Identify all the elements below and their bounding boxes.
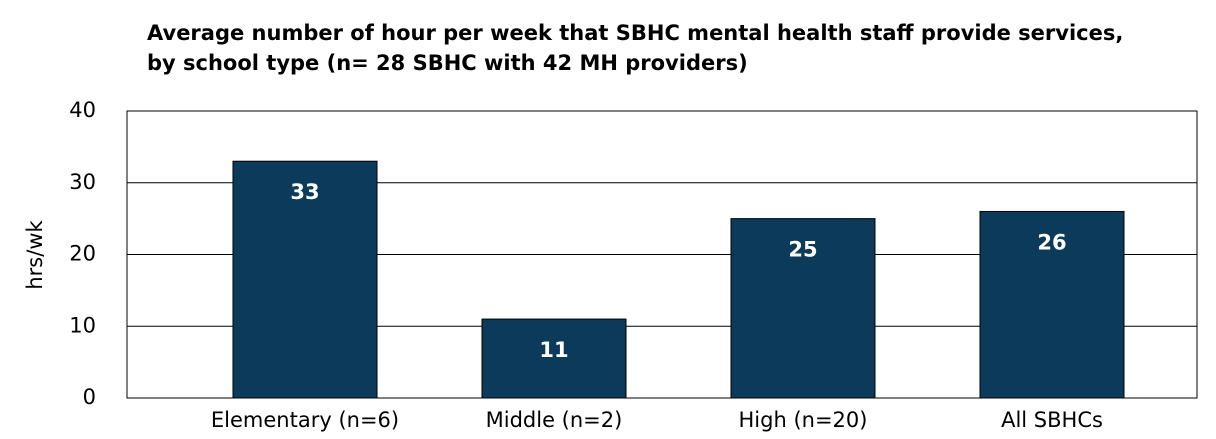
bar <box>232 160 378 399</box>
value-label: 25 <box>788 238 817 262</box>
y-tick-label: 0 <box>83 385 96 409</box>
value-label: 11 <box>539 338 568 362</box>
bar <box>730 218 876 399</box>
x-tick-label: Middle (n=2) <box>486 408 623 432</box>
chart-title: by school type (n= 28 SBHC with 42 MH pr… <box>147 51 748 75</box>
y-tick-label: 30 <box>69 170 96 194</box>
y-tick-label: 20 <box>69 242 96 266</box>
y-tick-label: 10 <box>69 313 96 337</box>
value-label: 33 <box>290 180 319 204</box>
x-tick-label: High (n=20) <box>739 408 868 432</box>
y-axis-label: hrs/wk <box>23 220 47 290</box>
x-tick-label: All SBHCs <box>1001 408 1103 432</box>
x-tick-label: Elementary (n=6) <box>211 408 399 432</box>
value-label: 26 <box>1037 230 1066 254</box>
y-tick-label: 40 <box>69 98 96 122</box>
bar <box>979 210 1125 399</box>
bar <box>481 318 627 399</box>
chart-title: Average number of hour per week that SBH… <box>147 21 1123 45</box>
